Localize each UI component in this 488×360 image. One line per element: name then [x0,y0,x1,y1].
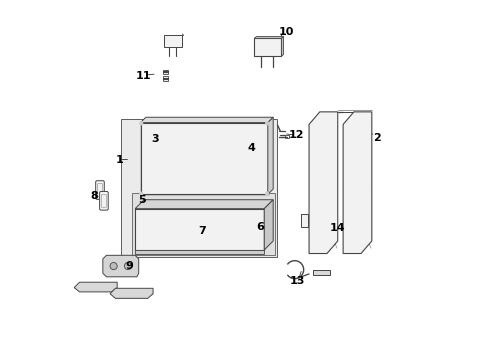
Polygon shape [74,282,117,292]
Circle shape [140,192,142,195]
Text: 2: 2 [372,133,380,143]
Circle shape [140,122,142,125]
Bar [163,69,168,74]
Text: 10: 10 [279,27,294,37]
Polygon shape [254,39,281,56]
FancyBboxPatch shape [100,192,108,210]
Bar [131,193,274,255]
Polygon shape [254,37,283,39]
Text: 6: 6 [256,222,264,232]
Bar [285,135,288,138]
Circle shape [124,262,131,270]
Bar [312,270,329,275]
Circle shape [265,122,268,125]
Text: 7: 7 [198,226,205,236]
Polygon shape [343,112,371,253]
Text: 5: 5 [138,195,146,205]
Polygon shape [110,288,153,298]
Text: 1: 1 [116,155,123,165]
Circle shape [265,192,268,195]
Polygon shape [267,117,273,194]
Text: 8: 8 [91,191,98,201]
Polygon shape [135,250,264,253]
Bar [163,76,168,81]
Polygon shape [163,35,182,47]
Polygon shape [308,112,337,253]
Text: 4: 4 [247,143,255,153]
Text: 11: 11 [135,71,151,81]
FancyBboxPatch shape [96,181,104,199]
Polygon shape [140,117,273,123]
Text: 12: 12 [288,130,304,140]
Text: 14: 14 [329,224,345,233]
Polygon shape [135,209,264,250]
Bar [300,215,307,226]
Polygon shape [102,255,139,277]
Bar [121,119,276,257]
Text: 13: 13 [289,276,305,286]
Polygon shape [135,200,273,209]
Text: 9: 9 [125,261,133,271]
Text: 3: 3 [151,135,159,144]
Polygon shape [281,37,283,56]
Polygon shape [140,123,267,194]
Polygon shape [264,200,273,250]
Circle shape [110,262,117,270]
